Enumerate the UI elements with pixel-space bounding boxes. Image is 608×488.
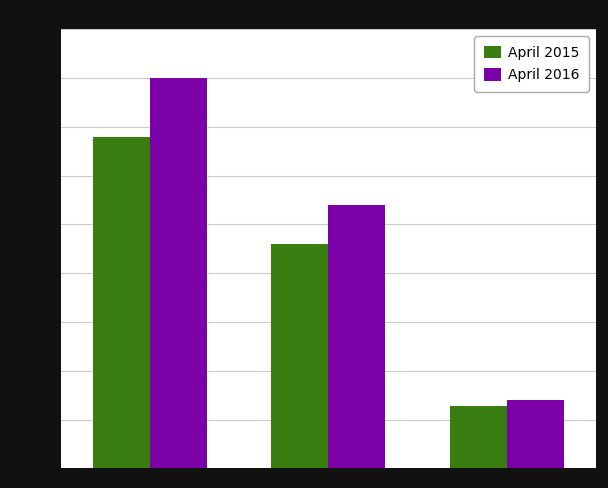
Bar — [150, 78, 207, 468]
Bar — [328, 205, 385, 468]
Bar — [506, 400, 564, 468]
Bar — [449, 406, 506, 468]
Legend: April 2015, April 2016: April 2015, April 2016 — [474, 36, 589, 92]
Bar — [93, 137, 150, 468]
Bar — [271, 244, 328, 468]
